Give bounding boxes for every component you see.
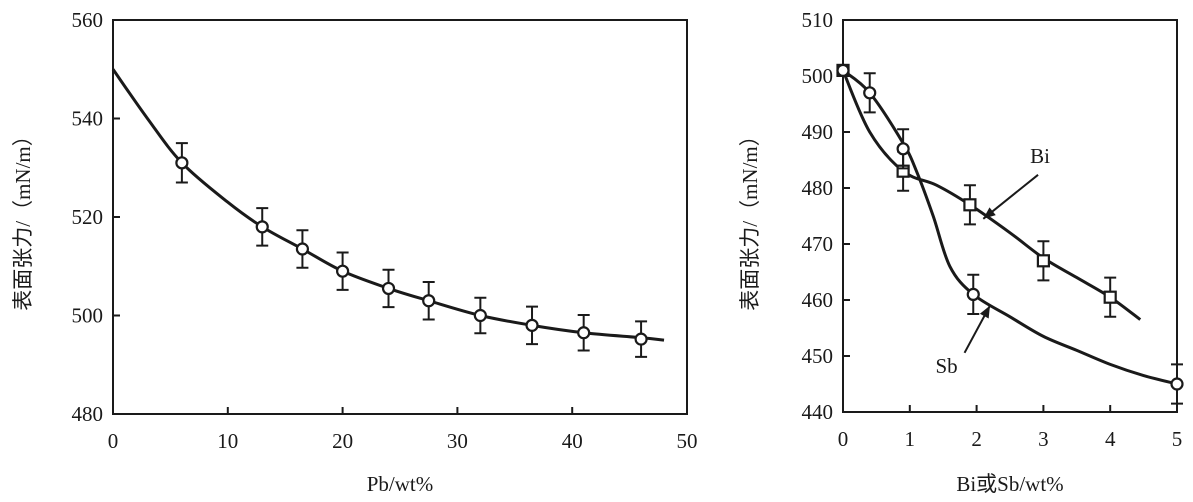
data-point-pb bbox=[175, 156, 189, 170]
x-tick-label: 0 bbox=[838, 427, 849, 451]
data-point-bi bbox=[963, 198, 977, 212]
data-point-pb bbox=[634, 332, 648, 346]
data-point-pb bbox=[295, 242, 310, 256]
data-point-bi bbox=[1103, 290, 1117, 304]
bi-sb-chart: 0 1 2 3 4 5 440 450 460 470 480 490 500 510 Bi Sb Bi或S… bbox=[738, 8, 1184, 496]
data-point-pb bbox=[577, 326, 591, 340]
series-layer bbox=[111, 68, 665, 358]
y-tick-label: 480 bbox=[72, 402, 104, 426]
data-point-sb bbox=[1170, 377, 1184, 391]
data-point-pb bbox=[381, 281, 396, 296]
y-tick-label: 480 bbox=[802, 176, 834, 200]
plot-frame bbox=[112, 19, 688, 415]
data-point-pb bbox=[255, 220, 269, 234]
x-tick-label: 10 bbox=[217, 429, 238, 453]
arrowhead-icon bbox=[983, 207, 996, 219]
data-point-pb bbox=[422, 294, 436, 308]
x-tick-label: 0 bbox=[108, 429, 119, 453]
x-tick-label: 30 bbox=[447, 429, 468, 453]
y-tick-label: 500 bbox=[72, 304, 104, 328]
pb-chart: 0 10 20 30 40 50 480 500 520 540 560 Pb/wt% 表面张力/（… bbox=[11, 8, 698, 496]
x-tick-label: 4 bbox=[1105, 427, 1116, 451]
data-point-bi bbox=[1036, 254, 1051, 268]
y-tick-label: 500 bbox=[802, 64, 834, 88]
y-tick-label: 470 bbox=[802, 232, 834, 256]
x-axis-label: Pb/wt% bbox=[367, 472, 434, 496]
x-tick-label: 50 bbox=[677, 429, 698, 453]
data-point-sb bbox=[836, 63, 850, 78]
y-tick-label: 540 bbox=[72, 107, 104, 131]
y-tick-label: 560 bbox=[72, 8, 104, 32]
axis-ticks: 0 10 20 30 40 50 480 500 520 540 560 bbox=[72, 8, 698, 453]
series-line-sb bbox=[842, 69, 1178, 386]
y-tick-label: 510 bbox=[802, 8, 834, 32]
x-axis-label: Bi或Sb/wt% bbox=[956, 472, 1063, 496]
x-tick-label: 20 bbox=[332, 429, 353, 453]
y-tick-label: 440 bbox=[802, 400, 834, 424]
x-tick-label: 5 bbox=[1172, 427, 1183, 451]
data-point-sb bbox=[966, 287, 980, 301]
y-tick-label: 490 bbox=[802, 120, 834, 144]
x-tick-label: 1 bbox=[905, 427, 916, 451]
data-point-sb bbox=[896, 142, 910, 156]
series-layer bbox=[836, 63, 1184, 405]
series-label-sb: Sb bbox=[935, 354, 957, 378]
y-tick-label: 460 bbox=[802, 288, 834, 312]
y-tick-label: 520 bbox=[72, 205, 104, 229]
data-point-pb bbox=[473, 308, 487, 323]
x-tick-label: 2 bbox=[971, 427, 982, 451]
series-line-bi bbox=[841, 69, 1142, 321]
x-tick-label: 40 bbox=[562, 429, 583, 453]
data-point-sb bbox=[863, 86, 877, 100]
axis-ticks: 0 1 2 3 4 5 440 450 460 470 480 490 500 510 bbox=[802, 8, 1183, 451]
y-axis-label: 表面张力/（mN/m） bbox=[738, 125, 762, 311]
annotation-layer: Bi Sb bbox=[935, 144, 1050, 378]
y-axis-label: 表面张力/（mN/m） bbox=[11, 125, 35, 311]
series-label-bi: Bi bbox=[1030, 144, 1050, 168]
plot-frame bbox=[842, 19, 1178, 413]
data-point-pb bbox=[525, 318, 539, 332]
y-tick-label: 450 bbox=[802, 344, 834, 368]
x-tick-label: 3 bbox=[1038, 427, 1049, 451]
arrowhead-icon bbox=[979, 305, 990, 319]
data-point-pb bbox=[336, 264, 350, 278]
